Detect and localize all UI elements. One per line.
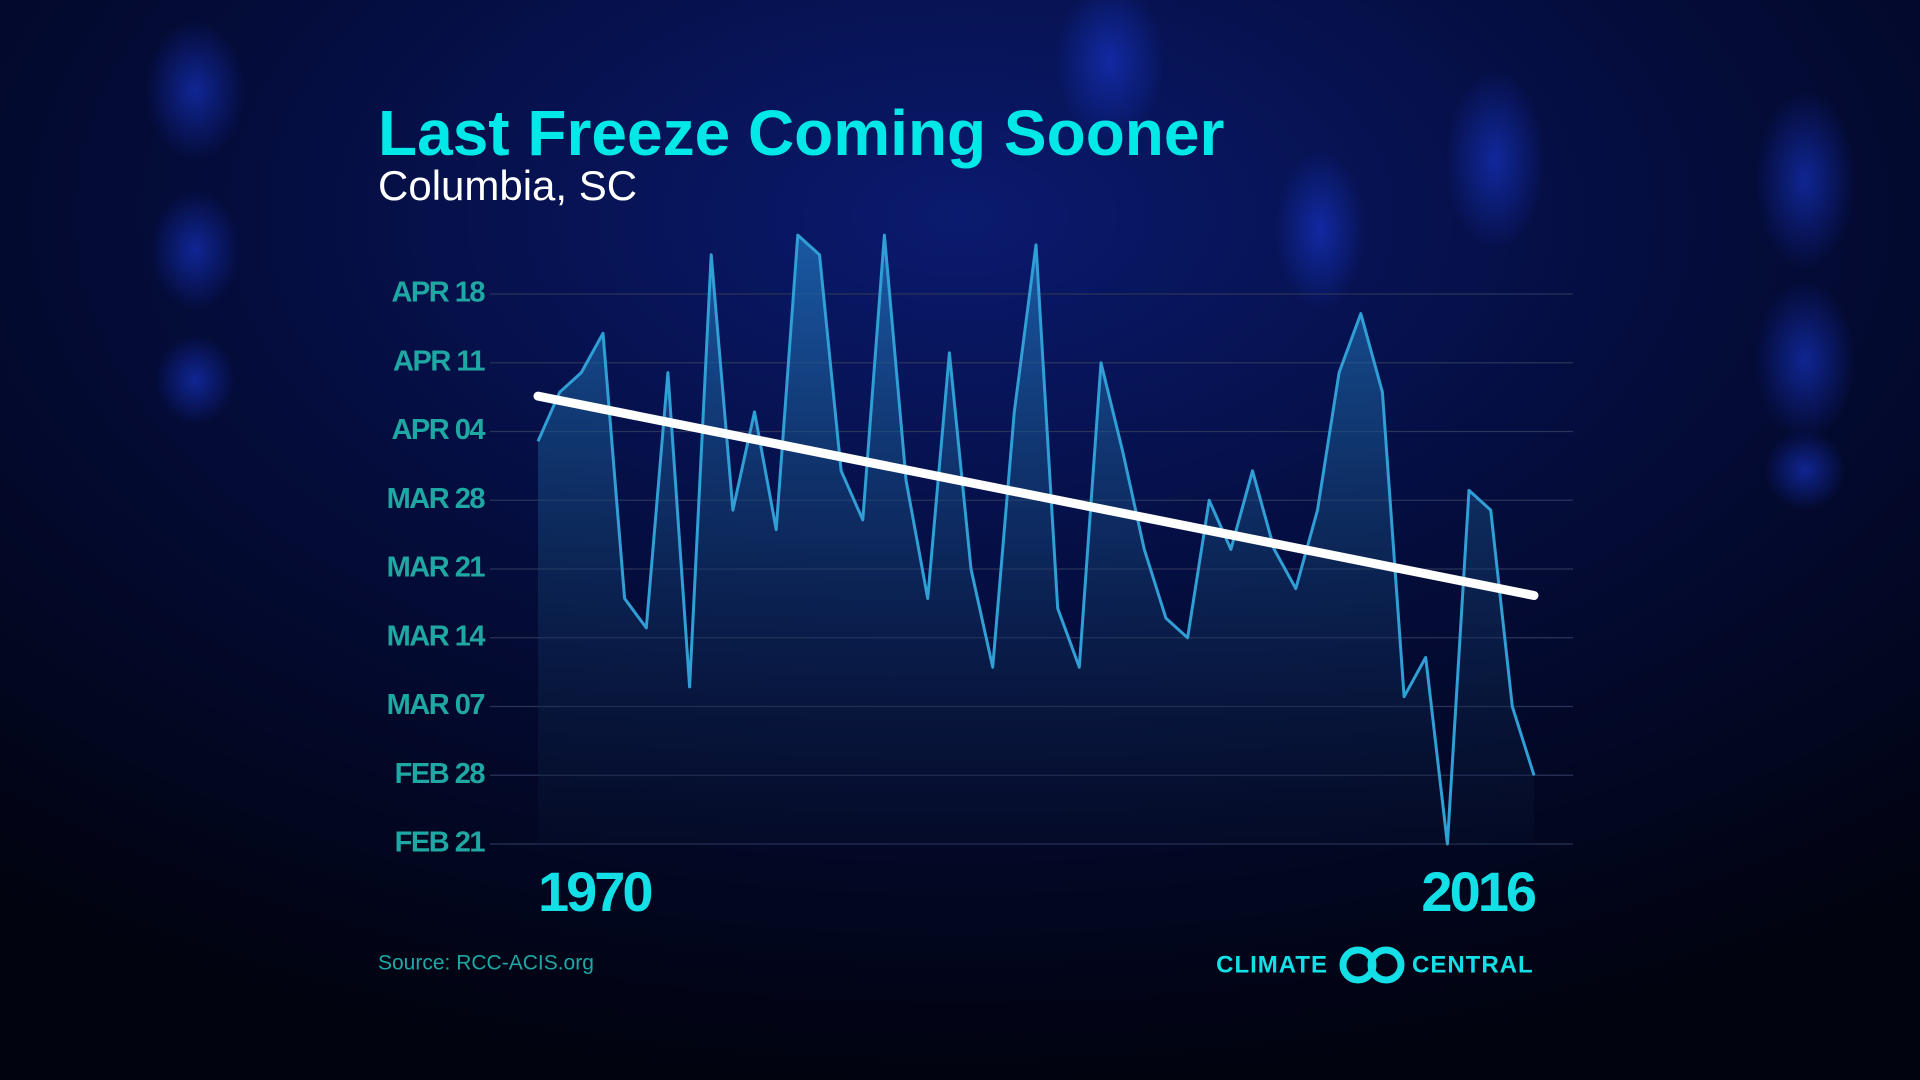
y-tick-label: MAR 21 (387, 552, 486, 584)
y-tick-label: APR 11 (393, 345, 485, 377)
x-tick-label: 1970 (538, 860, 651, 923)
line (536, 233, 1536, 846)
x-tick-label: 2016 (1421, 860, 1535, 923)
plot-area: FEB 21 FEB 28 MAR 07 MAR 14 MAR 21 MAR 28 APR … (387, 233, 1573, 923)
y-tick-label: APR 04 (391, 414, 485, 446)
logo-text: CLIMATE (1216, 951, 1328, 978)
logo: CLIMATE CENTRAL (1216, 946, 1534, 984)
y-tick-label: MAR 28 (387, 483, 486, 515)
y-tick-label: MAR 07 (387, 689, 485, 721)
logo-icon (1367, 946, 1405, 984)
y-tick-label: MAR 14 (387, 620, 486, 652)
trend-line (533, 391, 1539, 601)
chart-title: Last Freeze Coming Sooner (378, 97, 1224, 169)
y-tick-label: FEB 21 (395, 827, 486, 859)
bokeh (145, 0, 1855, 510)
y-tick-label: APR 18 (391, 277, 485, 309)
logo-text: CENTRAL (1412, 951, 1534, 978)
chart-subtitle: Columbia, SC (378, 162, 637, 209)
source: Source: RCC-ACIS.org (378, 952, 594, 975)
y-tick-label: FEB 28 (395, 758, 486, 790)
